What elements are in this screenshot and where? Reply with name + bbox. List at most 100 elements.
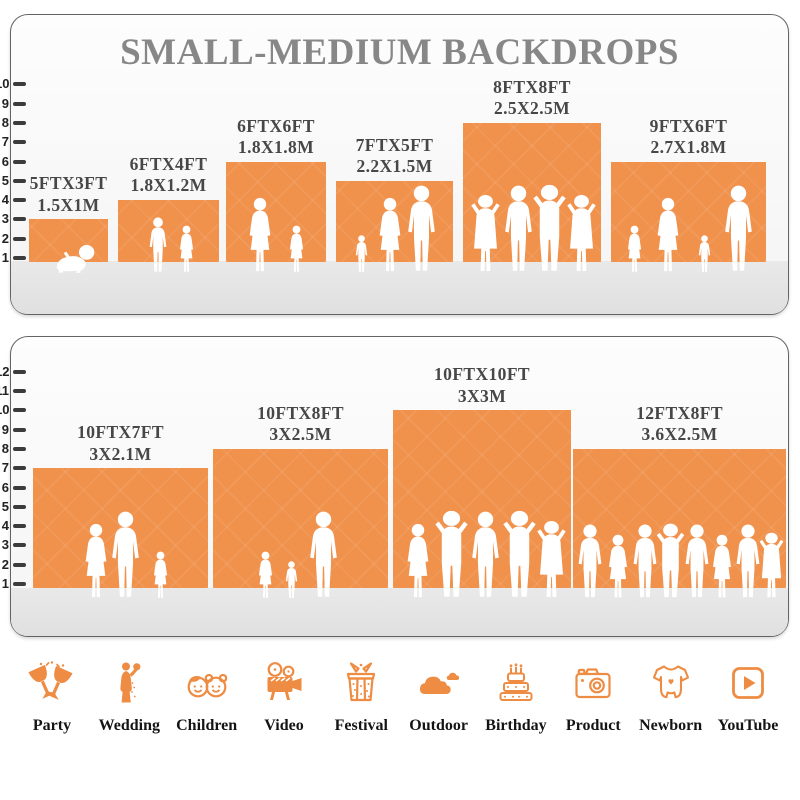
video-icon [260, 656, 308, 710]
ruler-number: 11 [0, 383, 9, 398]
ruler-tick [13, 562, 26, 567]
ruler-number: 3 [1, 537, 9, 553]
man-silhouette [721, 185, 756, 273]
woman-silhouette [403, 523, 433, 599]
ruler-tick [13, 427, 26, 432]
ruler-tick [13, 466, 26, 471]
ruler-tick [13, 101, 26, 106]
backdrop-10ftx8ft [213, 448, 388, 588]
ruler-number: 10 [0, 402, 10, 418]
baby-silhouette [51, 243, 98, 273]
ruler-tick [13, 140, 26, 145]
size-feet: 6FTX4FT [129, 154, 208, 175]
ruler-tick [13, 256, 26, 260]
ruler-number: 12 [0, 363, 10, 379]
product-icon [569, 656, 617, 710]
size-feet: 5FTX3FT [29, 173, 108, 194]
category-label: Product [565, 717, 621, 734]
woman-up-silhouette [533, 519, 570, 599]
size-feet: 10FTX7FT [77, 422, 164, 443]
size-feet: 7FTX5FT [355, 134, 434, 155]
category-festival: Festival [325, 656, 397, 735]
backdrop-size-label: 6FTX4FT 1.8X1.2M [74, 154, 264, 197]
ruler-tick [13, 582, 26, 586]
ruler-tick [13, 198, 26, 203]
size-meters: 2.2X1.5M [356, 156, 433, 177]
ruler-number: 5 [1, 172, 9, 188]
backdrop-size-label: 10FTX10FT 3X3M [387, 364, 577, 407]
size-feet: 6FTX6FT [237, 115, 315, 136]
party-icon [28, 656, 76, 710]
size-meters: 1.5X1M [37, 194, 100, 215]
backdrop-size-label: 7FTX5FT 2.2X1.5M [300, 135, 490, 178]
children-icon [183, 656, 231, 710]
ruler-number: 4 [1, 518, 9, 534]
ruler-number: 7 [1, 134, 9, 150]
page-title: SMALL-MEDIUM BACKDROPS [120, 32, 679, 73]
woman-silhouette [81, 523, 111, 599]
backdrop-size-label: 9FTX6FT 2.7X1.8M [594, 116, 784, 159]
backdrop-size-label: 10FTX8FT 3X2.5M [206, 403, 396, 446]
size-meters: 3X2.5M [269, 424, 332, 445]
size-feet: 9FTX6FT [649, 115, 728, 136]
ruler-number: 9 [1, 95, 9, 111]
ruler-tick [13, 82, 26, 87]
birthday-icon [492, 656, 540, 710]
size-meters: 3X3M [457, 385, 507, 406]
ruler-tick [13, 236, 26, 241]
category-label: Birthday [485, 717, 547, 734]
woman-silhouette [709, 534, 735, 599]
floor-strip [11, 261, 788, 314]
category-label: Children [176, 717, 238, 734]
category-youtube: YouTube [712, 656, 784, 735]
ruler-number: 8 [1, 440, 9, 456]
newborn-icon [647, 656, 695, 710]
woman-silhouette [605, 534, 631, 599]
category-label: Video [264, 717, 304, 734]
ruler-number: 1 [1, 250, 9, 265]
man-silhouette [108, 511, 143, 599]
category-row: Party Wedding [16, 656, 784, 735]
category-birthday: Birthday [480, 656, 552, 735]
size-feet: 8FTX8FT [493, 76, 571, 97]
girl-silhouette [287, 225, 306, 273]
backdrop-6ftx6ft [226, 161, 326, 262]
size-meters: 1.8X1.2M [130, 175, 207, 196]
backdrop-panel-1: SMALL-MEDIUM BACKDROPS 1 2 3 4 5 6 7 8 9 10 5FTX3FT… [0, 14, 789, 315]
woman-up-silhouette [563, 193, 600, 273]
woman-silhouette [375, 197, 405, 273]
backdrop-size-label: 5FTX3FT 1.5X1M [0, 173, 164, 216]
woman-silhouette [245, 197, 275, 273]
ruler-tick [13, 369, 26, 374]
ruler-number: 8 [1, 114, 9, 130]
ruler-number: 2 [1, 556, 9, 572]
man-silhouette [575, 524, 605, 599]
backdrop-size-label: 12FTX8FT 3.6X2.5M [585, 403, 775, 446]
girl-silhouette [151, 551, 170, 599]
category-wedding: Wedding [93, 656, 165, 735]
ruler-tick [13, 504, 26, 509]
category-video: Video [248, 656, 320, 735]
category-label: Party [32, 717, 72, 734]
woman-up-silhouette [467, 193, 504, 273]
ruler-number: 7 [1, 460, 9, 476]
woman-up-silhouette [756, 531, 787, 599]
ruler-number: 2 [1, 230, 9, 246]
ruler-tick [13, 543, 26, 548]
toddler-silhouette [354, 235, 369, 273]
ruler-number: 10 [0, 76, 10, 92]
girl-silhouette [177, 225, 196, 273]
size-feet: 12FTX8FT [636, 402, 723, 423]
man-silhouette [682, 524, 712, 599]
size-feet: 10FTX8FT [257, 402, 344, 423]
woman-silhouette [653, 197, 683, 273]
ruler-tick [13, 217, 26, 222]
man-silhouette [468, 511, 503, 599]
category-outdoor: Outdoor [403, 656, 475, 735]
ruler-number: 9 [1, 421, 9, 437]
ruler-tick [13, 159, 26, 164]
ruler-number: 6 [1, 479, 9, 495]
category-label: Wedding [98, 717, 160, 734]
size-feet: 10FTX10FT [434, 364, 530, 385]
